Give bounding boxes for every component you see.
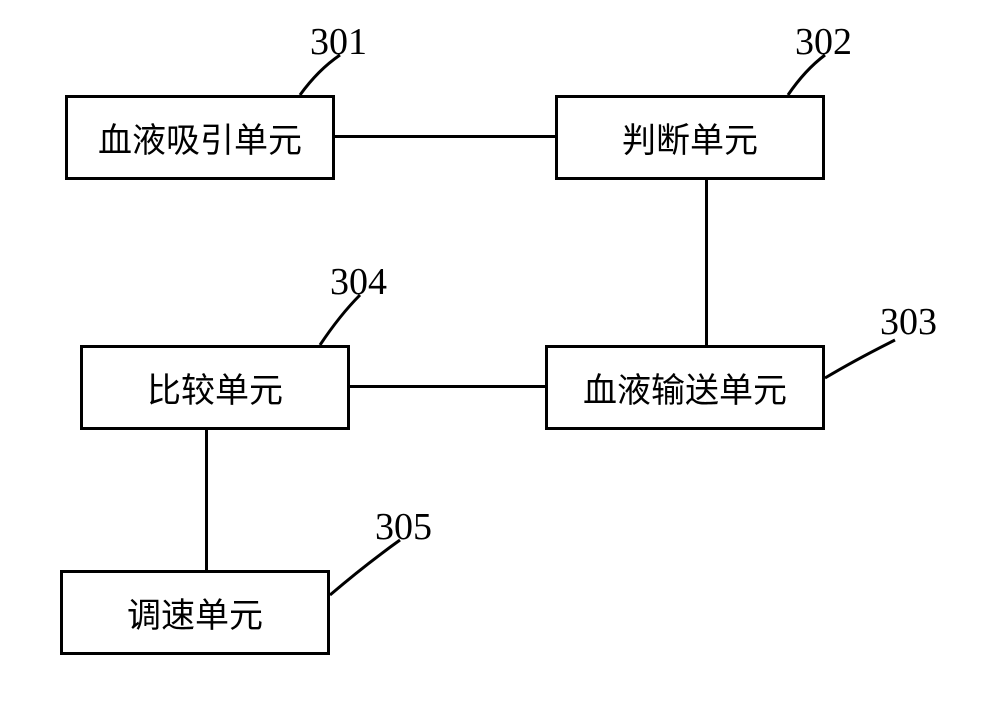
edge-301-302 [335,135,555,138]
ref-304: 304 [330,260,387,304]
ref-301: 301 [310,20,367,64]
node-303-label: 血液输送单元 [583,363,787,412]
block-diagram: 血液吸引单元 判断单元 血液输送单元 比较单元 调速单元 301 302 303… [0,0,995,727]
ref-305-text: 305 [375,506,432,548]
node-302-label: 判断单元 [622,113,758,162]
node-303: 血液输送单元 [545,345,825,430]
ref-305: 305 [375,505,432,549]
node-301-label: 血液吸引单元 [98,113,302,162]
ref-303: 303 [880,300,937,344]
edge-304-305 [205,430,208,570]
node-302: 判断单元 [555,95,825,180]
ref-301-text: 301 [310,21,367,63]
ref-302: 302 [795,20,852,64]
ref-302-text: 302 [795,21,852,63]
edge-303-304 [350,385,545,388]
node-305: 调速单元 [60,570,330,655]
ref-303-text: 303 [880,301,937,343]
node-301: 血液吸引单元 [65,95,335,180]
node-305-label: 调速单元 [127,588,263,637]
ref-304-text: 304 [330,261,387,303]
node-304: 比较单元 [80,345,350,430]
node-304-label: 比较单元 [147,363,283,412]
edge-302-303 [705,180,708,345]
